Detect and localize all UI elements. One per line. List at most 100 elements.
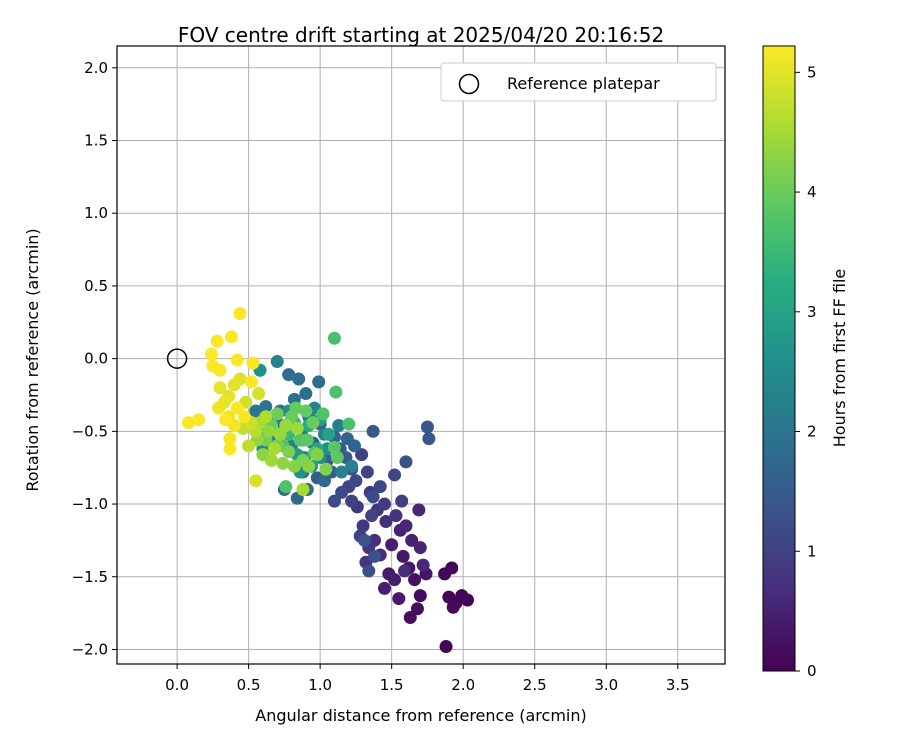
data-point bbox=[270, 355, 284, 369]
colorbar: 0 1 2 3 4 5 Hours from first FF file bbox=[762, 45, 849, 680]
data-point bbox=[212, 401, 226, 415]
x-tick-label: 0.0 bbox=[165, 676, 189, 694]
data-point bbox=[420, 420, 434, 434]
data-point bbox=[302, 459, 316, 473]
data-point bbox=[223, 432, 237, 446]
reference-point-marker bbox=[166, 348, 188, 369]
y-tick-label: −1.0 bbox=[72, 495, 108, 513]
data-point bbox=[345, 459, 359, 473]
legend: Reference platepar bbox=[440, 62, 717, 102]
data-point bbox=[310, 448, 324, 462]
data-point bbox=[388, 468, 402, 482]
data-point bbox=[244, 375, 258, 389]
data-point bbox=[213, 381, 227, 395]
data-point bbox=[252, 387, 266, 401]
y-tick-label: 2.0 bbox=[84, 59, 108, 77]
data-point bbox=[299, 387, 313, 401]
data-point bbox=[276, 456, 290, 470]
x-tick-label: 1.0 bbox=[308, 676, 332, 694]
data-point bbox=[422, 432, 436, 446]
colorbar-tick-label: 4 bbox=[807, 183, 817, 201]
data-point bbox=[416, 558, 430, 572]
data-point bbox=[355, 448, 369, 462]
data-point bbox=[270, 407, 284, 421]
data-point bbox=[349, 474, 363, 488]
grid bbox=[117, 46, 725, 664]
data-point bbox=[230, 353, 244, 367]
data-point bbox=[265, 453, 279, 467]
y-tick-label: 0.0 bbox=[84, 350, 108, 368]
data-point bbox=[312, 375, 326, 389]
data-point bbox=[192, 413, 206, 427]
colorbar-tick-label: 1 bbox=[807, 542, 817, 560]
legend-marker bbox=[458, 73, 480, 95]
data-point bbox=[227, 378, 241, 392]
data-point bbox=[399, 519, 413, 533]
data-point bbox=[385, 538, 399, 552]
data-point bbox=[237, 410, 251, 424]
data-point bbox=[327, 331, 341, 345]
data-point bbox=[439, 640, 453, 654]
data-point bbox=[279, 419, 293, 433]
data-point bbox=[182, 416, 196, 430]
data-point bbox=[210, 334, 224, 348]
data-point bbox=[306, 416, 320, 430]
x-tick-label: 1.5 bbox=[380, 676, 404, 694]
y-tick-label: 0.5 bbox=[84, 277, 108, 295]
x-tick-label: 2.5 bbox=[523, 676, 547, 694]
y-axis-label: Rotation from reference (arcmin) bbox=[23, 228, 42, 491]
data-point bbox=[319, 462, 333, 476]
data-point bbox=[360, 465, 374, 479]
data-point bbox=[403, 610, 417, 624]
data-point bbox=[224, 330, 238, 344]
data-point bbox=[395, 494, 409, 508]
data-point bbox=[378, 497, 392, 511]
legend-entry: Reference platepar bbox=[507, 74, 660, 93]
data-point bbox=[287, 459, 301, 473]
data-point bbox=[282, 368, 296, 382]
data-point bbox=[342, 417, 356, 431]
y-tick-label: 1.5 bbox=[84, 132, 108, 150]
data-point bbox=[392, 592, 406, 606]
colorbar-label: Hours from first FF file bbox=[830, 269, 849, 448]
x-tick-label: 0.5 bbox=[237, 676, 261, 694]
x-tick-label: 3.5 bbox=[666, 676, 690, 694]
data-point bbox=[262, 424, 276, 438]
data-point bbox=[316, 407, 330, 421]
data-point bbox=[332, 419, 346, 433]
x-axis-label: Angular distance from reference (arcmin) bbox=[255, 706, 586, 725]
data-point bbox=[296, 483, 310, 497]
data-point bbox=[242, 439, 256, 453]
data-point bbox=[299, 404, 313, 418]
data-point bbox=[282, 445, 296, 459]
data-point bbox=[330, 451, 344, 465]
x-tick-label: 3.0 bbox=[594, 676, 618, 694]
data-point bbox=[379, 514, 393, 528]
data-point bbox=[317, 474, 331, 488]
data-point bbox=[290, 421, 304, 435]
y-tick-label: 1.0 bbox=[84, 204, 108, 222]
data-point bbox=[373, 480, 387, 494]
data-point bbox=[438, 567, 452, 581]
y-axis-ticks: 2.0 1.5 1.0 0.5 0.0 −0.5 −1.0 −1.5 −2.0 bbox=[72, 59, 117, 658]
colorbar-tick-label: 5 bbox=[807, 63, 817, 81]
data-point bbox=[405, 533, 419, 547]
data-point bbox=[327, 494, 341, 508]
chart-title: FOV centre drift starting at 2025/04/20 … bbox=[178, 23, 664, 47]
data-point bbox=[413, 541, 427, 555]
data-point bbox=[408, 573, 422, 587]
data-point bbox=[249, 474, 263, 488]
data-point bbox=[259, 410, 273, 424]
data-point bbox=[322, 427, 336, 441]
data-point bbox=[292, 372, 306, 386]
data-point bbox=[267, 442, 281, 456]
data-point bbox=[233, 307, 247, 321]
data-point bbox=[356, 519, 370, 533]
colorbar-tick-label: 2 bbox=[807, 423, 817, 441]
legend-box bbox=[440, 62, 717, 102]
data-point bbox=[230, 401, 244, 415]
data-point bbox=[366, 424, 380, 438]
colorbar-tick-label: 3 bbox=[807, 303, 817, 321]
y-tick-label: −1.5 bbox=[72, 568, 108, 586]
data-point bbox=[413, 589, 427, 603]
